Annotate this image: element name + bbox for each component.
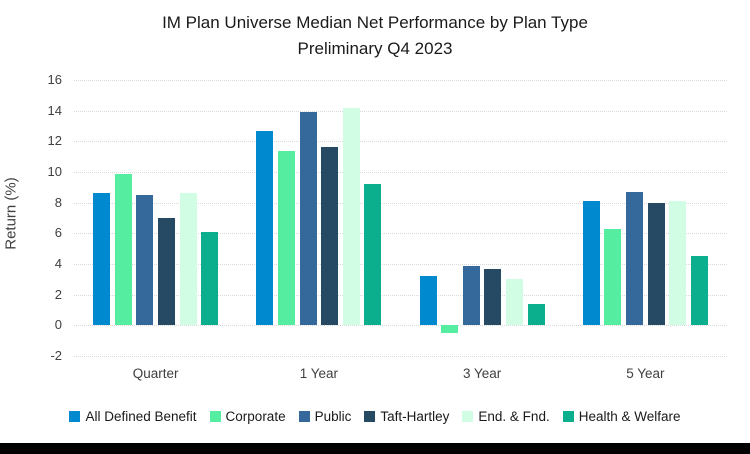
legend-label: Taft-Hartley bbox=[380, 408, 450, 424]
gridline bbox=[74, 264, 727, 265]
bar-health-welfare bbox=[201, 231, 219, 326]
legend-item: Health & Welfare bbox=[562, 408, 681, 424]
x-tick-label: 5 Year bbox=[626, 366, 665, 381]
bar-all-defined-benefit bbox=[93, 193, 111, 326]
plot-area bbox=[74, 80, 727, 357]
gridline bbox=[74, 325, 727, 327]
bar-health-welfare bbox=[364, 184, 382, 326]
bar-corporate bbox=[277, 150, 295, 326]
bar-public bbox=[136, 195, 154, 326]
legend-swatch-icon bbox=[364, 410, 376, 422]
gridline bbox=[74, 356, 727, 357]
x-tick-label: 1 Year bbox=[299, 366, 339, 381]
legend-label: Corporate bbox=[225, 408, 286, 424]
y-tick-label: 2 bbox=[54, 286, 62, 302]
legend-item: All Defined Benefit bbox=[69, 408, 197, 424]
gridline bbox=[74, 202, 727, 204]
bar-end-fnd bbox=[669, 201, 687, 326]
legend-label: Health & Welfare bbox=[578, 408, 681, 424]
legend-label: All Defined Benefit bbox=[85, 408, 197, 424]
legend-swatch-icon bbox=[562, 410, 574, 422]
chart-subtitle: Preliminary Q4 2023 bbox=[297, 39, 453, 58]
legend-item: Public bbox=[298, 408, 352, 424]
legend-item: Taft-Hartley bbox=[364, 409, 449, 424]
legend-item: End. & Fnd. bbox=[462, 408, 550, 424]
y-tick-label: 10 bbox=[47, 164, 62, 179]
y-tick-label: 8 bbox=[54, 194, 62, 210]
bar-health-welfare bbox=[527, 303, 545, 326]
x-tick-label: 3 Year bbox=[462, 366, 502, 381]
bar-corporate bbox=[114, 173, 132, 326]
legend-swatch-icon bbox=[69, 410, 81, 422]
y-tick-label: 6 bbox=[54, 225, 62, 241]
bar-taft-hartley bbox=[321, 147, 339, 326]
gridline bbox=[74, 233, 727, 235]
y-tick-label: 14 bbox=[47, 102, 62, 118]
bar-public bbox=[299, 112, 317, 326]
bottom-black-bar bbox=[0, 443, 750, 454]
bar-end-fnd bbox=[179, 193, 197, 326]
y-tick-label: 0 bbox=[54, 317, 62, 333]
legend-label: Public bbox=[314, 408, 352, 424]
legend-swatch-icon bbox=[462, 410, 474, 422]
chart-title: IM Plan Universe Median Net Performance … bbox=[162, 13, 588, 32]
legend-item: Corporate bbox=[209, 408, 286, 424]
legend: All Defined Benefit Corporate Public Taft-H… bbox=[0, 405, 750, 427]
bar-taft-hartley bbox=[647, 202, 665, 326]
y-tick-label: 16 bbox=[47, 72, 62, 87]
bar-corporate bbox=[441, 325, 459, 333]
y-tick-label: -2 bbox=[50, 348, 62, 363]
gridline bbox=[74, 294, 727, 296]
x-tick-label: Quarter bbox=[132, 366, 179, 381]
bar-health-welfare bbox=[690, 256, 708, 326]
legend-swatch-icon bbox=[209, 410, 221, 422]
bar-taft-hartley bbox=[484, 268, 502, 326]
gridline bbox=[74, 141, 727, 143]
legend-label: End. & Fnd. bbox=[478, 408, 550, 424]
bar-end-fnd bbox=[342, 107, 360, 326]
bar-all-defined-benefit bbox=[582, 201, 600, 326]
bar-all-defined-benefit bbox=[419, 276, 437, 326]
bar-taft-hartley bbox=[157, 218, 175, 326]
bar-public bbox=[626, 191, 644, 326]
bar-public bbox=[462, 265, 480, 326]
y-tick-label: 12 bbox=[47, 133, 62, 149]
gridline bbox=[74, 80, 727, 81]
legend-swatch-icon bbox=[298, 410, 310, 422]
gridline bbox=[74, 172, 727, 173]
bar-corporate bbox=[604, 228, 622, 326]
bar-all-defined-benefit bbox=[256, 130, 274, 326]
bar-end-fnd bbox=[506, 279, 524, 326]
y-tick-label: 4 bbox=[54, 256, 62, 271]
gridline bbox=[74, 110, 727, 112]
